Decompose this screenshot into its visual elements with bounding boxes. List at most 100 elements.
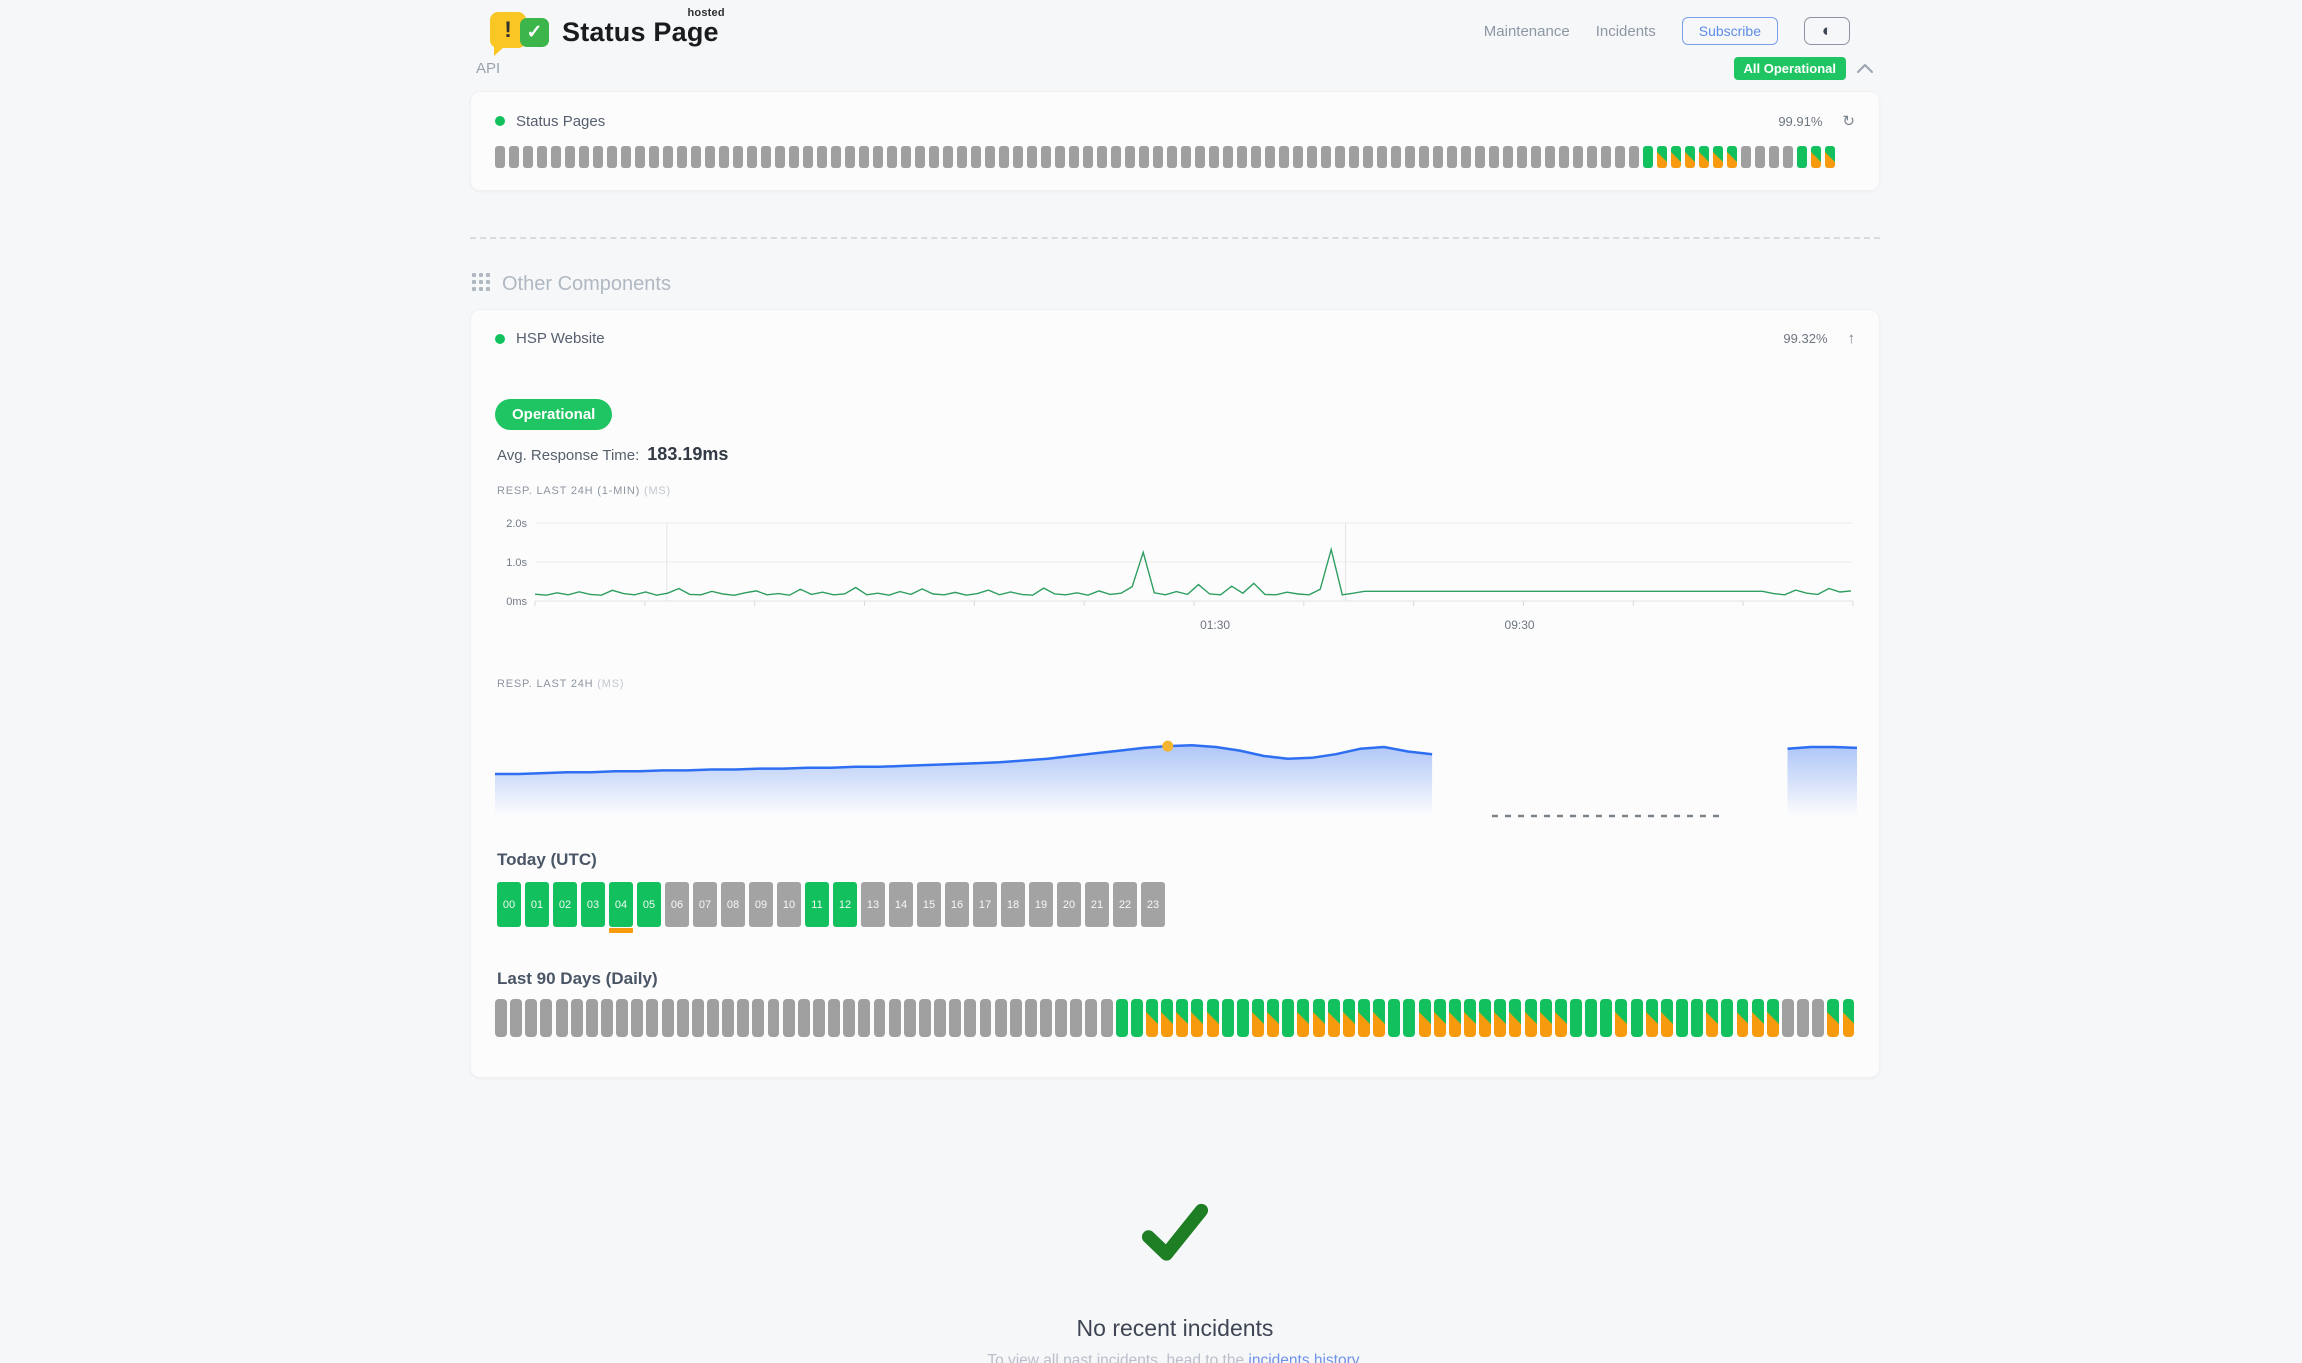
overall-status-badge: All Operational [1733,56,1846,80]
hour-block-20: 20 [1057,882,1081,927]
uptime-segment [831,146,841,168]
uptime-segment [1307,146,1317,168]
hour-block-05: 05 [637,882,661,927]
uptime-segment [901,146,911,168]
status-dot [495,116,505,126]
day-segment [918,999,931,1037]
day-segment [1009,999,1022,1037]
day-segment [812,999,825,1037]
uptime-segment [1209,146,1219,168]
uptime-segment [943,146,953,168]
hour-block-07: 07 [693,882,717,927]
uptime-segment [635,146,645,168]
uptime-segment [1139,146,1149,168]
day-segment [1766,999,1779,1037]
day-segment [1130,999,1143,1037]
day-segment [1675,999,1688,1037]
uptime-segment [915,146,925,168]
hour-block-13: 13 [861,882,885,927]
uptime-segment [1223,146,1233,168]
day-segment [797,999,810,1037]
day-segment [1645,999,1658,1037]
uptime-segment [1615,146,1625,168]
collapse-chevron-icon[interactable] [1856,63,1874,74]
avg-response-value: 183.19ms [647,444,729,464]
day-segment [1176,999,1189,1037]
hour-block-04: 04 [609,882,633,933]
day-segment [1252,999,1264,1037]
uptime-segment [1769,146,1779,168]
uptime-segment [551,146,561,168]
uptime-segment [957,146,967,168]
operational-badge: Operational [495,399,613,430]
day-segment [555,999,568,1037]
day-segment [858,999,871,1037]
day-segment [752,999,765,1037]
day-segment [828,999,841,1037]
uptime-segment [999,146,1009,168]
uptime-segment [649,146,659,168]
uptime-segment [1097,146,1107,168]
day-segment [1282,999,1295,1037]
uptime-segment [1167,146,1177,168]
hour-block-19: 19 [1029,882,1053,927]
day-segment [782,999,795,1037]
day-segment [1115,999,1128,1037]
uptime-segment [1531,146,1541,168]
uptime-segment [1377,146,1387,168]
uptime-segment [1475,146,1485,168]
day-segment [903,999,916,1037]
day-segment [1448,999,1461,1037]
uptime-segment [1363,146,1373,168]
subscribe-button[interactable]: Subscribe [1681,17,1778,45]
day-segment [495,999,507,1037]
incidents-history-link[interactable]: incidents history [1248,1352,1359,1363]
day-segment [585,999,598,1037]
uptime-segment [1335,146,1345,168]
day-segment [1342,999,1355,1037]
expand-arrow-icon[interactable]: ↑ [1847,330,1856,347]
hour-block-15: 15 [917,882,941,927]
day-segment [722,999,735,1037]
day-segment [1403,999,1416,1037]
status-dot [495,333,505,344]
response-line-chart: 2.0s 1.0s 0ms 01:30 09:30 [495,509,1855,652]
day-segment [1297,999,1310,1037]
nav-maintenance[interactable]: Maintenance [1483,22,1570,40]
hour-block-08: 08 [721,882,745,927]
avg-response-label: Avg. Response Time: [497,447,640,464]
nav-incidents[interactable]: Incidents [1595,22,1656,40]
uptime-segment [1433,146,1443,168]
app-title: Status Page hosted [562,7,725,47]
day-segment [1630,999,1643,1037]
day-segment [1781,999,1794,1037]
theme-toggle-button[interactable]: ◐ [1804,17,1850,45]
uptime-segment [859,146,869,168]
uptime-segment [565,146,575,168]
uptime-segment [985,146,995,168]
refresh-icon[interactable]: ↻ [1842,113,1855,130]
day-segment [1842,999,1855,1037]
uptime-segment [1251,146,1261,168]
success-check-icon [1135,1203,1215,1272]
uptime-percent: 99.91% [1778,113,1823,129]
uptime-segment [509,146,519,168]
hour-block-21: 21 [1085,882,1109,927]
uptime-segment [1573,146,1583,168]
uptime-segment [873,146,883,168]
day-segment [1464,999,1476,1037]
uptime-segment [1811,146,1821,168]
hour-block-03: 03 [581,882,605,927]
uptime-segment [733,146,743,168]
hour-block-11: 11 [805,882,829,927]
uptime-segment [523,146,533,168]
uptime-segment [1545,146,1555,168]
logo: ! ✓ Status Page hosted [490,7,725,56]
day-segment [1736,999,1749,1037]
uptime-segment [1391,146,1401,168]
uptime-segment [1783,146,1793,168]
uptime-segment [705,146,715,168]
section-divider [470,237,1880,239]
chart2-title: RESP. LAST 24H (MS) [497,678,625,690]
uptime-segment [1181,146,1191,168]
